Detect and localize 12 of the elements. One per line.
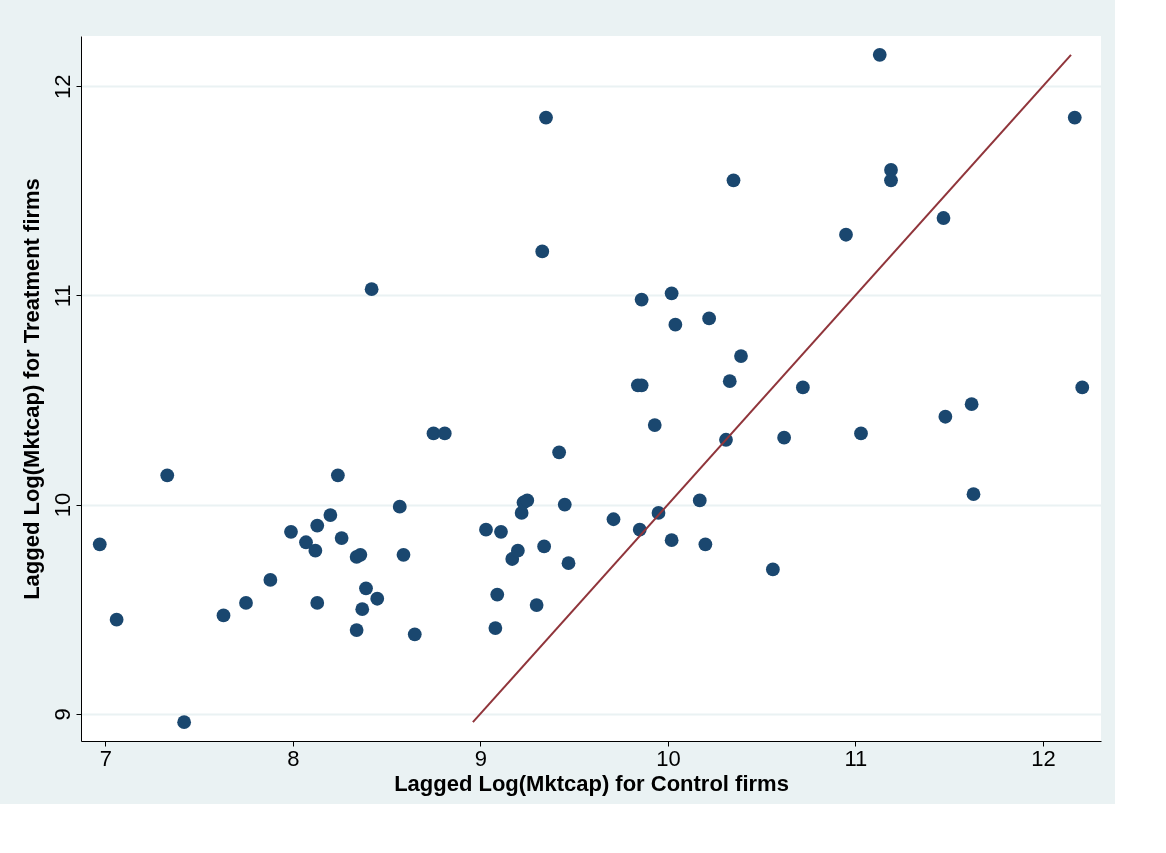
- x-tick-label: 9: [474, 745, 487, 771]
- x-tick-label: 12: [1031, 745, 1056, 771]
- x-tick-label: 10: [656, 745, 681, 771]
- y-tick-label: 10: [49, 492, 75, 518]
- y-tick-label: 12: [49, 74, 75, 99]
- y-tick-label: 11: [49, 284, 75, 308]
- x-tick-label: 7: [99, 745, 112, 771]
- y-axis-title: Lagged Log(Mktcap) for Treatment firms: [18, 178, 44, 600]
- x-tick-label: 8: [287, 745, 300, 771]
- y-tick-label: 9: [49, 708, 75, 721]
- x-axis-title: Lagged Log(Mktcap) for Control firms: [394, 770, 789, 796]
- x-tick-label: 11: [844, 745, 868, 771]
